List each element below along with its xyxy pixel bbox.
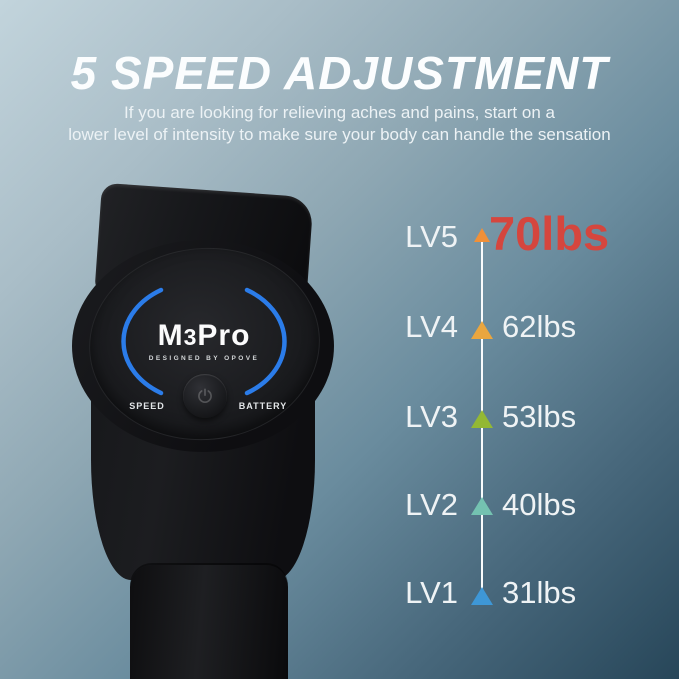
level-label-lv1: LV1 xyxy=(405,575,458,610)
speed-label: SPEED xyxy=(129,401,165,411)
brand-pro: Pro xyxy=(197,319,251,352)
subtitle-line-1: If you are looking for relieving aches a… xyxy=(124,103,555,122)
level-value-lv3: 53lbs xyxy=(502,399,577,434)
up-arrow-icon-lv1 xyxy=(471,587,493,605)
level-label-lv2: LV2 xyxy=(405,487,458,522)
level-value-lv5: 70lbs xyxy=(489,207,610,260)
subtitle-line-2: lower level of intensity to make sure yo… xyxy=(68,125,611,144)
brand-tagline: DESIGNED BY OPOVE xyxy=(148,355,260,362)
level-label-lv3: LV3 xyxy=(405,399,458,434)
battery-label: BATTERY xyxy=(238,401,288,411)
device-handle xyxy=(130,565,288,679)
power-button xyxy=(183,374,227,418)
level-label-lv4: LV4 xyxy=(405,309,458,344)
up-arrow-icon-lv3 xyxy=(471,410,493,428)
level-value-lv2: 40lbs xyxy=(502,487,577,522)
brand-3: 3 xyxy=(183,324,198,350)
level-value-lv4: 62lbs xyxy=(502,309,577,344)
brand-logo: M3Pro DESIGNED BY OPOVE xyxy=(104,321,304,363)
brand-m: M xyxy=(157,319,184,352)
brand-model-name: M3Pro xyxy=(104,321,304,352)
up-arrow-icon-lv2 xyxy=(471,497,493,515)
level-value-lv1: 31lbs xyxy=(502,575,577,610)
up-arrow-icon-lv5 xyxy=(474,228,490,242)
power-icon xyxy=(198,388,212,403)
page-title: 5 SPEED ADJUSTMENT xyxy=(70,47,609,99)
up-arrow-icon-lv4 xyxy=(471,321,493,339)
level-label-lv5: LV5 xyxy=(405,219,458,254)
subtitle: If you are looking for relieving aches a… xyxy=(0,102,679,146)
